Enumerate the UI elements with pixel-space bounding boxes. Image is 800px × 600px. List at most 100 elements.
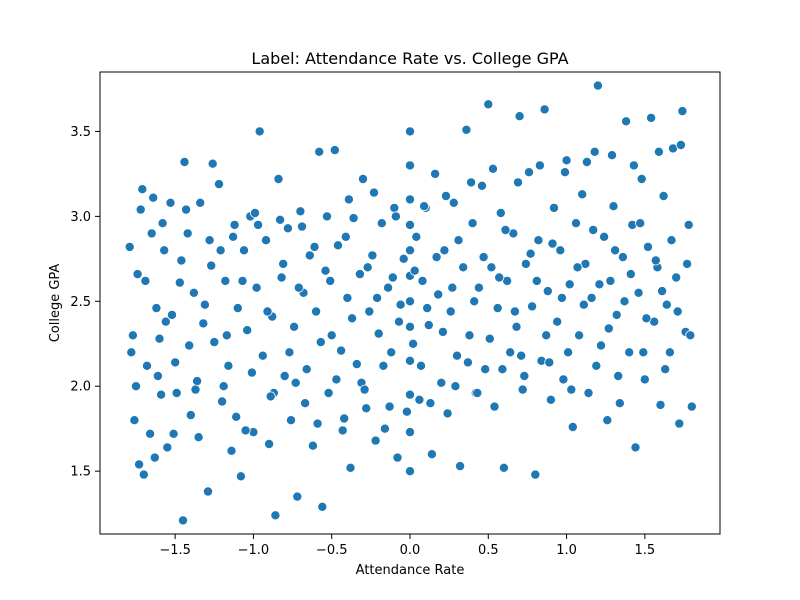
data-point xyxy=(531,275,542,286)
data-point xyxy=(588,224,599,235)
data-point xyxy=(289,321,300,332)
data-point xyxy=(494,272,505,283)
data-point xyxy=(611,309,622,320)
data-point xyxy=(567,421,578,432)
data-point xyxy=(184,340,195,351)
x-axis: −1.5 −1.0 −0.5 0.0 0.5 1.0 1.5 xyxy=(159,534,655,558)
data-point xyxy=(152,370,163,381)
data-point xyxy=(273,173,284,184)
data-point xyxy=(589,146,600,157)
data-point xyxy=(641,313,652,324)
data-point xyxy=(602,415,613,426)
data-point xyxy=(229,219,240,230)
chart-title: Label: Attendance Rate vs. College GPA xyxy=(251,49,568,68)
data-point xyxy=(574,330,585,341)
y-axis: 1.5 2.0 2.5 3.0 3.5 xyxy=(70,125,100,480)
x-tick-label: −0.5 xyxy=(316,543,348,558)
data-point xyxy=(425,398,436,409)
data-point xyxy=(430,168,441,179)
data-point xyxy=(404,296,415,307)
data-point xyxy=(440,190,451,201)
data-point xyxy=(127,330,138,341)
data-point xyxy=(317,501,328,512)
data-point xyxy=(218,381,229,392)
data-point xyxy=(257,350,268,361)
data-point xyxy=(409,265,420,276)
x-tick-label: 0.5 xyxy=(478,543,499,558)
data-point xyxy=(462,357,473,368)
data-point xyxy=(137,184,148,195)
data-point xyxy=(262,306,273,317)
data-point xyxy=(373,328,384,339)
data-point xyxy=(204,235,215,246)
data-point xyxy=(159,245,170,256)
data-point xyxy=(370,435,381,446)
data-point xyxy=(498,462,509,473)
data-point xyxy=(162,442,173,453)
data-point xyxy=(284,347,295,358)
data-point xyxy=(583,387,594,398)
data-point xyxy=(260,235,271,246)
data-point xyxy=(314,146,325,157)
data-point xyxy=(549,202,560,213)
data-point xyxy=(415,360,426,371)
data-point xyxy=(132,269,143,280)
data-point xyxy=(489,401,500,412)
y-tick-label: 3.0 xyxy=(70,210,91,225)
data-point xyxy=(547,238,558,249)
data-point xyxy=(295,206,306,217)
data-point xyxy=(232,303,243,314)
data-point xyxy=(614,398,625,409)
data-point xyxy=(151,303,162,314)
data-point xyxy=(657,286,668,297)
x-tick-label: 1.5 xyxy=(635,543,656,558)
data-point xyxy=(483,99,494,110)
data-point xyxy=(492,303,503,314)
data-point xyxy=(278,258,289,269)
data-point xyxy=(279,370,290,381)
data-point xyxy=(422,303,433,314)
data-point xyxy=(466,177,477,188)
x-axis-label: Attendance Rate xyxy=(356,563,465,578)
data-point xyxy=(221,330,232,341)
data-point xyxy=(390,211,401,222)
data-point xyxy=(357,173,368,184)
data-point xyxy=(408,338,419,349)
data-point xyxy=(282,223,293,234)
data-point xyxy=(487,163,498,174)
data-point xyxy=(168,428,179,439)
data-point xyxy=(658,190,669,201)
data-point xyxy=(555,245,566,256)
y-axis-label: College GPA xyxy=(48,264,63,343)
data-point xyxy=(307,440,318,451)
data-point xyxy=(675,139,686,150)
data-point xyxy=(556,292,567,303)
data-point xyxy=(312,418,323,429)
data-point xyxy=(383,282,394,293)
data-point xyxy=(336,345,347,356)
data-point xyxy=(686,401,697,412)
data-point xyxy=(591,360,602,371)
data-point xyxy=(304,250,315,261)
data-point xyxy=(464,330,475,341)
data-point xyxy=(426,449,437,460)
data-point xyxy=(404,245,415,256)
data-point xyxy=(472,387,483,398)
data-point xyxy=(264,438,275,449)
data-point xyxy=(395,299,406,310)
data-point xyxy=(156,389,167,400)
data-point xyxy=(404,389,415,400)
data-point xyxy=(348,213,359,224)
data-point xyxy=(544,357,555,368)
data-point xyxy=(392,452,403,463)
data-point xyxy=(643,241,654,252)
data-point xyxy=(563,347,574,358)
data-point xyxy=(190,384,201,395)
data-point xyxy=(265,391,276,402)
data-point xyxy=(193,432,204,443)
data-point xyxy=(455,461,466,472)
data-point xyxy=(135,204,146,215)
data-point xyxy=(578,299,589,310)
data-point xyxy=(124,241,135,252)
data-point xyxy=(242,325,253,336)
